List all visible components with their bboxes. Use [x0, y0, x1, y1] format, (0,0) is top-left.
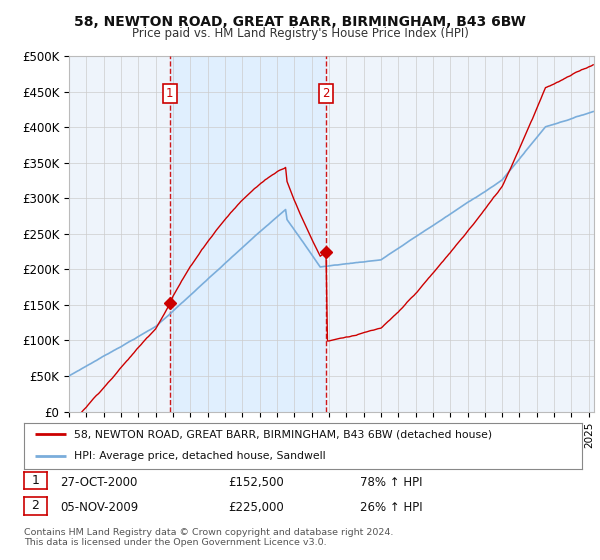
Text: 58, NEWTON ROAD, GREAT BARR, BIRMINGHAM, B43 6BW: 58, NEWTON ROAD, GREAT BARR, BIRMINGHAM,…	[74, 15, 526, 29]
Text: £152,500: £152,500	[228, 476, 284, 489]
Bar	[170, 56, 326, 412]
Text: 58, NEWTON ROAD, GREAT BARR, BIRMINGHAM, B43 6BW (detached house): 58, NEWTON ROAD, GREAT BARR, BIRMINGHAM,…	[74, 430, 493, 439]
Text: 26% ↑ HPI: 26% ↑ HPI	[360, 501, 422, 515]
Text: £225,000: £225,000	[228, 501, 284, 515]
Text: Contains HM Land Registry data © Crown copyright and database right 2024.
This d: Contains HM Land Registry data © Crown c…	[24, 528, 394, 547]
Text: 2: 2	[31, 499, 40, 512]
Text: 27-OCT-2000: 27-OCT-2000	[60, 476, 137, 489]
Text: 05-NOV-2009: 05-NOV-2009	[60, 501, 138, 515]
Text: HPI: Average price, detached house, Sandwell: HPI: Average price, detached house, Sand…	[74, 451, 326, 461]
Text: 2: 2	[322, 87, 330, 100]
Text: 78% ↑ HPI: 78% ↑ HPI	[360, 476, 422, 489]
Text: 1: 1	[31, 474, 40, 487]
Text: Price paid vs. HM Land Registry's House Price Index (HPI): Price paid vs. HM Land Registry's House …	[131, 27, 469, 40]
Text: 1: 1	[166, 87, 173, 100]
